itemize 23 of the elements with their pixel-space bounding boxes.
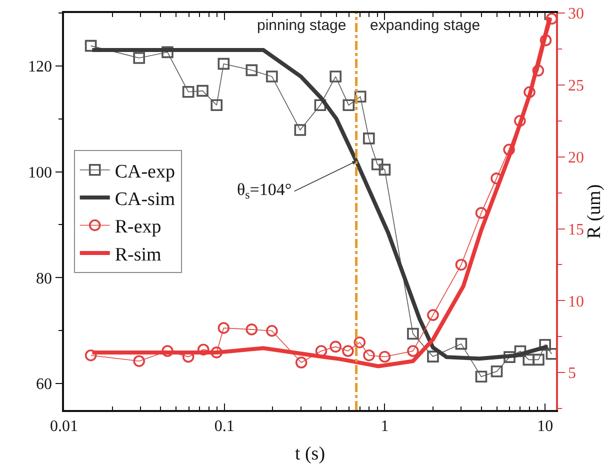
y2-tick-label: 25 [568,78,584,95]
legend-label: R-sim [114,244,162,266]
y2-tick-label: 20 [568,149,584,166]
y2-tick-label: 30 [568,6,584,23]
annotation: pinning stage [257,17,346,34]
legend-label: R-exp [114,216,162,238]
y2-tick-label: 5 [568,365,576,382]
legend-label: CA-sim [114,188,176,210]
y-tick-label: 100 [28,164,52,182]
x-tick-label: 0.1 [214,418,234,435]
y-tick-label: 120 [28,58,52,76]
x-tick-label: 1 [380,418,389,435]
x-tick-label: 10 [537,418,554,435]
y2-tick-label: 15 [568,221,584,238]
x-tick-label: 0.01 [50,418,78,435]
y2-axis-title: R (um) [584,184,605,239]
annotation: θ$_{s}$=104° [237,180,292,202]
y2-tick-label: 10 [568,293,584,310]
x-axis-title: t (s) [294,443,326,464]
y-tick-label: 60 [36,376,52,394]
legend-label: CA-exp [114,161,175,182]
annotation: expanding stage [370,17,480,34]
y-tick-label: 80 [36,270,52,288]
